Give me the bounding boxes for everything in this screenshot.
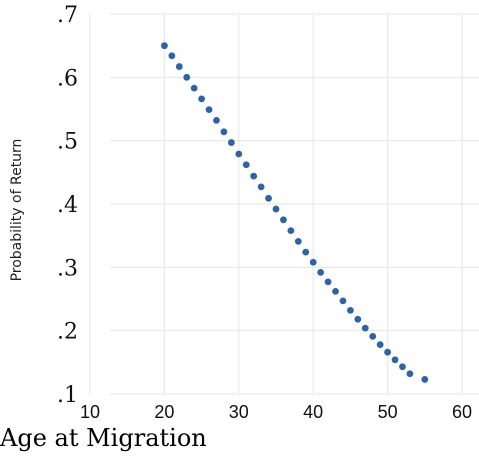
data-point <box>324 278 332 286</box>
data-point <box>332 288 339 295</box>
y-tick-label: .6 <box>57 66 78 91</box>
x-axis-label: Age at Migration <box>0 424 207 452</box>
data-point <box>280 216 287 224</box>
y-tick-label: .7 <box>57 3 78 28</box>
data-point <box>287 227 295 235</box>
data-point <box>309 258 317 266</box>
data-point <box>235 150 243 158</box>
data-point <box>272 205 280 213</box>
data-point <box>421 376 429 383</box>
data-point <box>198 95 206 103</box>
data-points <box>161 42 429 383</box>
y-tick-label: .4 <box>57 193 78 218</box>
data-point <box>339 297 347 305</box>
data-point <box>317 269 325 276</box>
data-point <box>302 248 310 256</box>
data-point <box>257 183 265 191</box>
data-point <box>168 52 176 60</box>
data-point <box>399 363 406 371</box>
data-point <box>384 348 391 356</box>
data-point <box>250 172 258 180</box>
y-axis-ticks: .1 .2 .3 .4 .5 .6 .7 <box>57 3 78 408</box>
data-point <box>213 117 220 124</box>
y-tick-label: .5 <box>57 130 78 155</box>
data-point <box>242 161 250 169</box>
y-tick-label: .2 <box>57 320 78 345</box>
data-point <box>220 128 228 136</box>
x-tick-label: 60 <box>452 402 472 422</box>
grid-lines <box>89 13 479 395</box>
x-axis-ticks: 10 20 30 40 50 60 <box>80 402 472 422</box>
data-point <box>376 341 384 348</box>
data-point <box>391 356 399 364</box>
data-point <box>406 370 414 378</box>
x-tick-label: 20 <box>154 402 174 422</box>
data-point <box>227 139 235 146</box>
data-point <box>354 315 362 323</box>
data-point <box>190 84 198 92</box>
data-point <box>361 324 369 332</box>
x-tick-label: 30 <box>229 402 249 422</box>
x-tick-label: 40 <box>303 402 323 422</box>
data-point <box>161 42 168 50</box>
x-tick-label: 50 <box>378 402 398 422</box>
y-tick-label: .3 <box>57 256 78 281</box>
x-tick-label: 10 <box>80 402 100 422</box>
data-point <box>347 307 354 314</box>
data-point <box>265 194 272 202</box>
y-axis-label: Probability of Return <box>9 139 25 282</box>
data-point <box>369 332 377 340</box>
data-point <box>175 63 183 70</box>
data-point <box>183 73 191 81</box>
data-point <box>294 237 302 245</box>
y-tick-label: .1 <box>57 383 78 408</box>
data-point <box>205 106 213 114</box>
